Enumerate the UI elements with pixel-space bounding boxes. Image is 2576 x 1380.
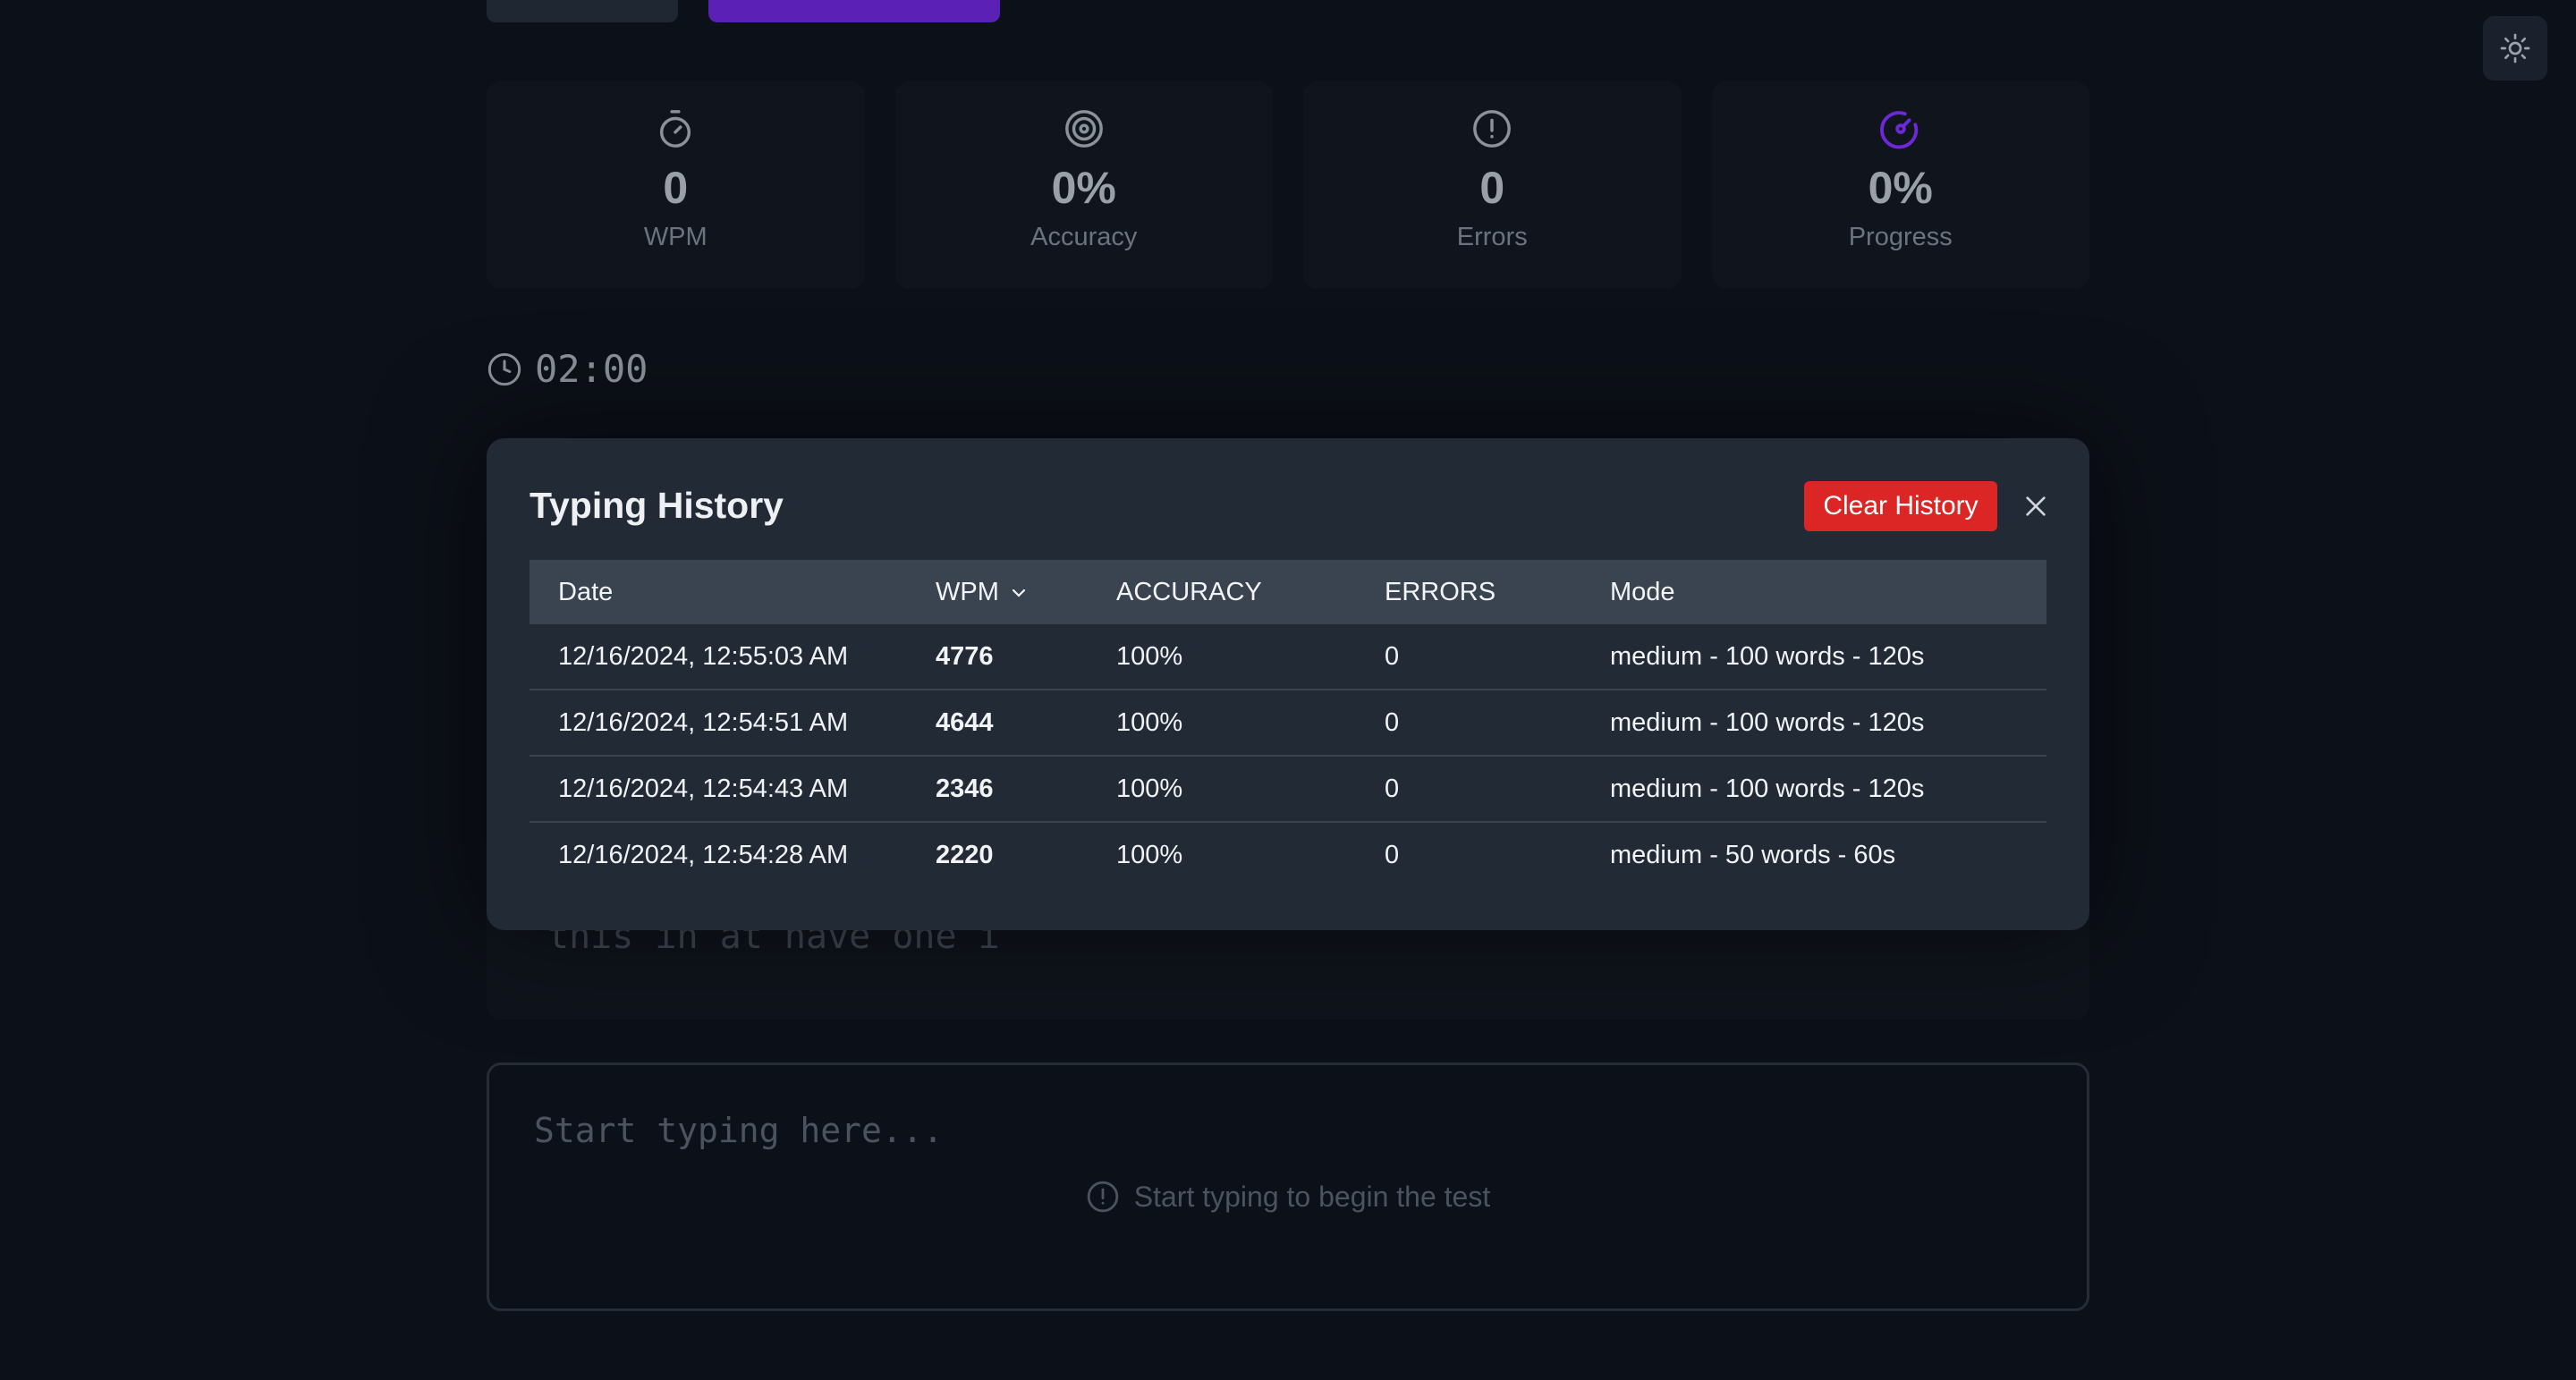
errors-label: Errors [1456, 223, 1528, 251]
close-icon [2026, 496, 2046, 516]
stat-card-wpm: 0 WPM [487, 81, 865, 289]
column-header-errors[interactable]: ERRORS [1385, 577, 1496, 606]
row-wpm: 2220 [936, 840, 994, 869]
typing-history-modal: Typing History Clear History Date WPM AC… [487, 438, 2089, 930]
chevron-down-icon [1012, 588, 1025, 597]
row-date: 12/16/2024, 12:54:51 AM [530, 690, 936, 757]
table-row: 12/16/2024, 12:55:03 AM 4776 100% 0 medi… [530, 624, 2046, 690]
row-date: 12/16/2024, 12:55:03 AM [530, 624, 936, 690]
row-accuracy: 100% [1116, 756, 1385, 823]
row-date: 12/16/2024, 12:54:43 AM [530, 756, 936, 823]
stat-card-accuracy: 0% Accuracy [894, 81, 1273, 289]
row-mode: medium - 100 words - 120s [1610, 690, 2046, 757]
clock-icon [487, 352, 521, 385]
wpm-value: 0 [663, 163, 689, 213]
row-wpm: 4644 [936, 690, 1116, 757]
stopwatch-icon [660, 110, 691, 148]
accuracy-label: Accuracy [1030, 223, 1138, 251]
row-mode: medium - 100 words - 120s [1610, 756, 2046, 823]
start-hint: Start typing to begin the test [489, 1180, 2087, 1214]
clear-history-button[interactable]: Clear History [1804, 481, 1997, 531]
table-row: 12/16/2024, 12:54:28 AM 2220 100% 0 medi… [530, 822, 2046, 887]
table-row: 12/16/2024, 12:54:43 AM 2346 100% 0 medi… [530, 756, 2046, 823]
top-primary-button[interactable] [708, 0, 1000, 22]
row-errors: 0 [1385, 690, 1610, 757]
row-mode: medium - 50 words - 60s [1610, 840, 1896, 869]
column-header-mode[interactable]: Mode [1610, 577, 1675, 606]
sun-icon [2500, 33, 2530, 63]
progress-label: Progress [1848, 223, 1953, 251]
row-mode: medium - 100 words - 120s [1610, 624, 2046, 690]
table-row: 12/16/2024, 12:54:51 AM 4644 100% 0 medi… [530, 690, 2046, 757]
history-table: Date WPM ACCURACY ERRORS Mode 12/16/2024… [530, 560, 2046, 887]
row-errors: 0 [1385, 840, 1400, 869]
gauge-icon [1879, 111, 1918, 149]
typing-input-area[interactable]: Start typing to begin the test [487, 1063, 2089, 1311]
progress-value: 0% [1868, 163, 1933, 213]
row-accuracy: 100% [1116, 690, 1385, 757]
stat-card-progress: 0% Progress [1711, 81, 2089, 289]
column-header-wpm-label: WPM [936, 577, 999, 606]
start-hint-text: Start typing to begin the test [1133, 1180, 1491, 1213]
row-wpm: 2346 [936, 756, 1116, 823]
table-header-row: Date WPM ACCURACY ERRORS Mode [530, 560, 2046, 624]
info-circle-icon [1087, 1181, 1119, 1213]
row-accuracy: 100% [1116, 624, 1385, 690]
stats-row: 0 WPM 0% Accuracy 0 Errors 0% Progress [487, 81, 2089, 289]
wpm-label: WPM [643, 223, 708, 251]
timer-value: 02:00 [535, 347, 648, 391]
accuracy-value: 0% [1051, 163, 1116, 213]
modal-title: Typing History [530, 485, 784, 526]
typing-input[interactable] [532, 1110, 1967, 1151]
top-secondary-button[interactable] [487, 0, 678, 22]
stat-card-errors: 0 Errors [1303, 81, 1682, 289]
close-modal-button[interactable] [2014, 485, 2057, 528]
row-accuracy: 100% [1116, 840, 1183, 869]
target-icon [1064, 110, 1103, 148]
theme-toggle-button[interactable] [2483, 16, 2547, 80]
row-errors: 0 [1385, 624, 1610, 690]
column-header-date[interactable]: Date [558, 577, 614, 606]
column-header-wpm[interactable]: WPM [936, 560, 1116, 624]
row-date: 12/16/2024, 12:54:28 AM [558, 840, 849, 869]
alert-circle-icon [1473, 110, 1512, 148]
timer: 02:00 [487, 347, 648, 391]
errors-value: 0 [1479, 163, 1505, 213]
column-header-accuracy[interactable]: ACCURACY [1116, 577, 1262, 606]
row-wpm: 4776 [936, 624, 1116, 690]
row-errors: 0 [1385, 756, 1610, 823]
